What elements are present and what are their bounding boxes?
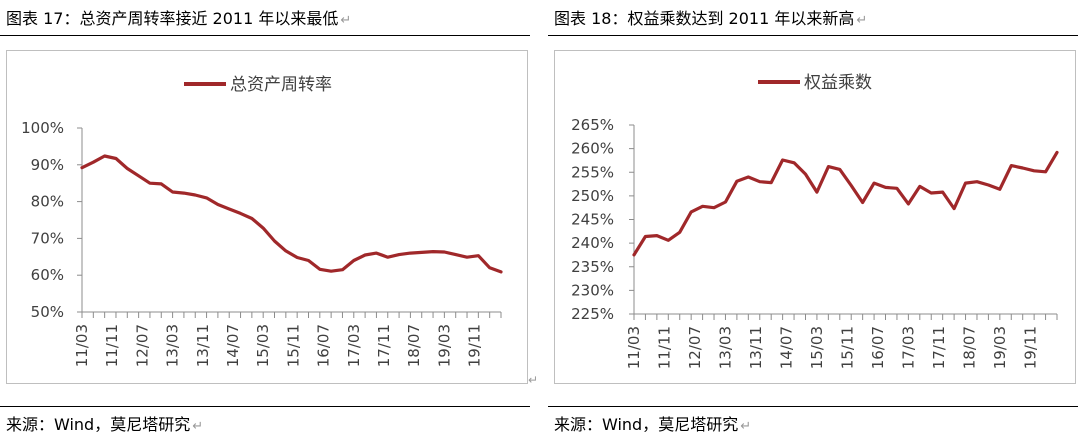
- chart-frame: [554, 50, 1076, 384]
- x-tick-label: 12/07: [133, 324, 151, 367]
- series-line: [632, 150, 1059, 257]
- x-tick-label: 12/07: [686, 326, 704, 369]
- y-tick-label: 50%: [31, 303, 64, 321]
- y-tick-label: 100%: [21, 119, 64, 137]
- y-tick-label: 70%: [31, 229, 64, 247]
- x-tick-label: 11/03: [73, 324, 91, 367]
- x-tick-label: 11/03: [625, 326, 643, 369]
- y-tick-label: 225%: [571, 305, 614, 323]
- x-tick-label: 14/07: [777, 326, 795, 369]
- series-line: [80, 154, 503, 274]
- x-tick-label: 13/11: [747, 326, 765, 369]
- equity-multiplier-chart: 265% 260% 255% 250% 245% 240% 235% 230% 225% 11/0…: [571, 73, 1059, 369]
- x-tick-label: 16/07: [869, 326, 887, 369]
- figure-17: 图表 17：总资产周转率接近 2011 年以来最低 ↵ 100% 90% 80% 70%…: [0, 0, 538, 437]
- return-mark-icon: ↵: [528, 373, 539, 387]
- legend-label: 权益乘数: [804, 73, 872, 93]
- y-tick-label: 250%: [571, 187, 614, 205]
- x-tick-label: 17/03: [345, 324, 363, 367]
- x-tick-label: 15/03: [808, 326, 826, 369]
- x-tick-label: 13/11: [194, 324, 212, 367]
- chart-frame: [6, 50, 528, 384]
- y-tick-label: 245%: [571, 211, 614, 229]
- x-tick-label: 17/03: [899, 326, 917, 369]
- x-tick-label: 13/03: [716, 326, 734, 369]
- y-tick-label: 235%: [571, 258, 614, 276]
- source-rule: [0, 406, 530, 407]
- title-rule: [548, 35, 1078, 36]
- x-tick-label: 17/11: [375, 324, 393, 367]
- x-tick-label: 19/03: [991, 326, 1009, 369]
- title-rule: [0, 35, 530, 36]
- x-tick-label: 15/03: [254, 324, 272, 367]
- y-tick-label: 255%: [571, 163, 614, 181]
- x-tick-label: 19/11: [466, 324, 484, 367]
- x-tick-label: 15/11: [284, 324, 302, 367]
- figure-title: 图表 17：总资产周转率接近 2011 年以来最低 ↵: [6, 9, 352, 28]
- y-tick-label: 60%: [31, 266, 64, 284]
- x-tick-label: 13/03: [164, 324, 182, 367]
- figure-title: 图表 18：权益乘数达到 2011 年以来新高 ↵: [554, 9, 868, 28]
- y-tick-label: 265%: [571, 116, 614, 134]
- y-tick-label: 230%: [571, 281, 614, 299]
- figure-18: 图表 18：权益乘数达到 2011 年以来新高 ↵ 265% 260% 255% 250…: [548, 0, 1078, 437]
- x-tick-label: 14/07: [224, 324, 242, 367]
- source-note: 来源：Wind，莫尼塔研究 ↵: [554, 415, 752, 434]
- x-tick-label: 11/11: [103, 324, 121, 367]
- x-tick-label: 19/03: [435, 324, 453, 367]
- x-tick-label: 15/11: [838, 326, 856, 369]
- asset-turnover-chart: 100% 90% 80% 70% 60% 50% 11/03 11/11 12/07 13/03 1…: [21, 75, 503, 367]
- y-tick-label: 260%: [571, 140, 614, 158]
- legend-label: 总资产周转率: [230, 75, 332, 95]
- y-tick-label: 90%: [31, 156, 64, 174]
- x-tick-label: 19/11: [1021, 326, 1039, 369]
- x-tick-label: 18/07: [960, 326, 978, 369]
- y-tick-label: 80%: [31, 193, 64, 211]
- x-tick-label: 16/07: [315, 324, 333, 367]
- x-tick-label: 18/07: [405, 324, 423, 367]
- source-rule: [548, 406, 1078, 407]
- source-note: 来源：Wind，莫尼塔研究 ↵: [6, 415, 204, 434]
- x-tick-label: 17/11: [930, 326, 948, 369]
- x-tick-label: 11/11: [655, 326, 673, 369]
- y-tick-label: 240%: [571, 234, 614, 252]
